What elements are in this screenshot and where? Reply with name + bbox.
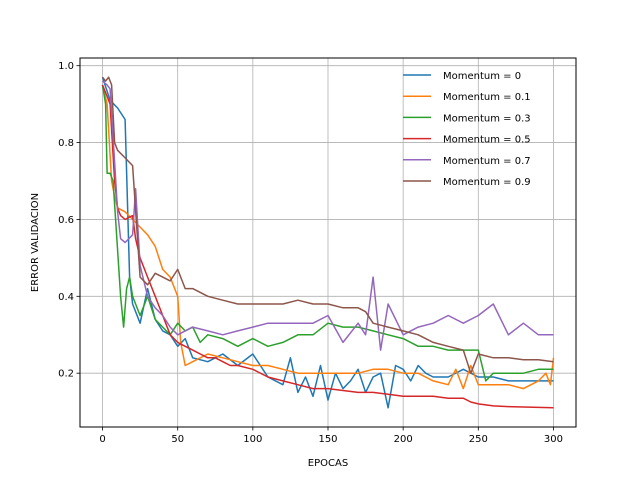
grid: [80, 58, 576, 427]
legend-entry-1: Momentum = 0.1: [443, 92, 531, 103]
series-line-5: [101, 76, 554, 374]
legend: Momentum = 0 Momentum = 0.1 Momentum = 0.3…: [403, 71, 531, 188]
legend-entry-3: Momentum = 0.5: [443, 135, 531, 146]
legend-entry-2: Momentum = 0.3: [443, 113, 531, 124]
x-tick-label: 0: [99, 434, 105, 445]
legend-entry-5: Momentum = 0.9: [443, 177, 531, 188]
x-tick-label: 100: [243, 434, 262, 445]
x-tick-label: 300: [544, 434, 563, 445]
y-tick-label: 1.0: [58, 61, 74, 72]
legend-entry-4: Momentum = 0.7: [443, 156, 531, 167]
x-axis-label: EPOCAS: [308, 458, 348, 469]
y-axis-label: ERROR VALIDACION: [30, 193, 41, 292]
series-line-1: [101, 84, 555, 390]
legend-entry-0: Momentum = 0: [443, 71, 521, 82]
y-tick-label: 0.2: [58, 369, 74, 380]
series-line-4: [102, 80, 554, 351]
y-tick-label: 0.4: [58, 292, 74, 303]
y-tick-label: 0.8: [58, 138, 74, 149]
x-tick-label: 250: [469, 434, 488, 445]
x-tick-label: 50: [171, 434, 184, 445]
x-tick-label: 200: [394, 434, 413, 445]
x-tick-label: 150: [318, 434, 337, 445]
ticks: 0 50 100 150 200 250 300 0.2 0.4 0.6 0.8 1.0: [58, 61, 563, 445]
y-tick-label: 0.6: [58, 215, 74, 226]
series-group: [101, 76, 555, 409]
series-line-2: [101, 84, 554, 382]
